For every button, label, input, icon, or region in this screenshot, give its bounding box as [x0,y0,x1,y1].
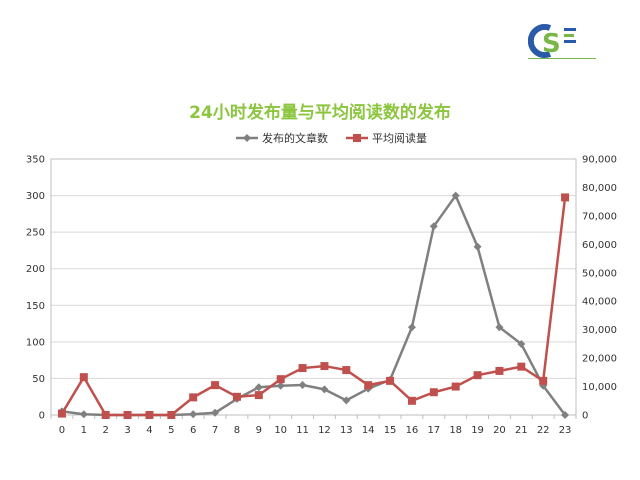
svg-text:S: S [542,29,561,59]
article-count-point [342,396,351,405]
y-left-tick-label: 200 [26,264,45,275]
avg-reads-point [123,411,132,419]
legend-article-count-marker [243,134,251,142]
x-tick-label: 5 [168,425,174,436]
avg-reads-point [407,396,416,405]
x-tick-label: 21 [515,425,528,436]
article-count-point [517,340,526,349]
x-tick-label: 6 [190,425,196,436]
x-tick-label: 4 [146,425,152,436]
avg-reads-point [57,409,66,418]
x-tick-label: 2 [103,425,109,436]
x-tick-label: 18 [449,425,462,436]
article-count-point [189,410,198,419]
avg-reads-point [211,381,220,390]
plot-frame [50,158,577,416]
y-left-tick-label: 250 [26,228,45,239]
article-count-point [276,381,285,390]
y-right-tick-label: 50,000 [582,268,617,279]
x-tick-label: 20 [493,425,506,436]
y-right-tick-label: 10,000 [582,382,617,393]
x-tick-label: 22 [537,425,550,436]
avg-reads-point [473,371,482,380]
x-tick-label: 0 [59,425,65,436]
x-tick-label: 14 [362,425,375,436]
x-tick-label: 15 [384,425,397,436]
y-left-tick-label: 50 [32,374,45,385]
y-left-tick-label: 0 [39,411,45,422]
y-right-tick-label: 40,000 [582,297,617,308]
legend-avg-reads-marker [353,134,361,142]
article-count-point [320,385,329,394]
avg-reads-point [386,376,395,385]
logo-underline [528,58,596,59]
article-count-point [473,242,482,251]
x-tick-label: 11 [296,425,309,436]
y-right-tick-label: 20,000 [582,354,617,365]
avg-reads-point [189,393,198,402]
avg-reads-point [342,366,351,375]
y-right-tick-label: 30,000 [582,325,617,336]
article-count-point [561,411,570,419]
x-tick-label: 10 [274,425,287,436]
y-left-tick-label: 300 [26,191,45,202]
chart-title: 24小时发布量与平均阅读数的发布 [189,103,451,123]
article-count-point [211,408,220,417]
avg-reads-point [101,411,110,419]
avg-reads-point [167,411,176,419]
y-right-tick-label: 60,000 [582,240,617,251]
x-tick-label: 16 [406,425,419,436]
x-tick-label: 19 [471,425,484,436]
y-left-tick-label: 100 [26,337,45,348]
y-left-tick-label: 350 [26,155,45,166]
brand-logo: S [527,22,600,60]
x-tick-label: 23 [559,425,572,436]
x-tick-label: 7 [212,425,218,436]
avg-reads-point [495,366,504,375]
article-count-point [79,410,88,419]
x-tick-label: 1 [81,425,87,436]
avg-reads-point [276,375,285,384]
y-right-tick-label: 90,000 [582,155,617,166]
x-tick-label: 13 [340,425,353,436]
legend-avg-reads-label: 平均阅读量 [372,131,427,145]
y-left-tick-label: 150 [26,301,45,312]
avg-reads-point [517,362,526,371]
avg-reads-point [561,193,570,202]
article-count-point [495,323,504,332]
x-tick-label: 9 [256,425,262,436]
article-count-point [451,191,460,200]
y-right-tick-label: 0 [582,411,588,422]
avg-reads-point [298,364,307,373]
article-count-point [407,323,416,332]
avg-reads-line [60,197,567,417]
y-right-tick-label: 70,000 [582,211,617,222]
legend-article-count-label: 发布的文章数 [262,131,328,145]
avg-reads-point [451,382,460,391]
avg-reads-point [364,381,373,390]
y-right-tick-label: 80,000 [582,183,617,194]
x-tick-label: 17 [427,425,440,436]
x-tick-label: 12 [318,425,331,436]
avg-reads-point [79,373,88,382]
x-tick-label: 3 [124,425,130,436]
avg-reads-point [254,391,263,400]
avg-reads-point [145,411,154,419]
article-count-point [254,383,263,392]
x-tick-label: 8 [234,425,240,436]
avg-reads-point [232,392,241,401]
avg-reads-point [429,388,438,397]
article-count-point [298,381,307,390]
avg-reads-point [320,362,329,371]
avg-reads-point [539,376,548,385]
article-count-point [429,222,438,231]
